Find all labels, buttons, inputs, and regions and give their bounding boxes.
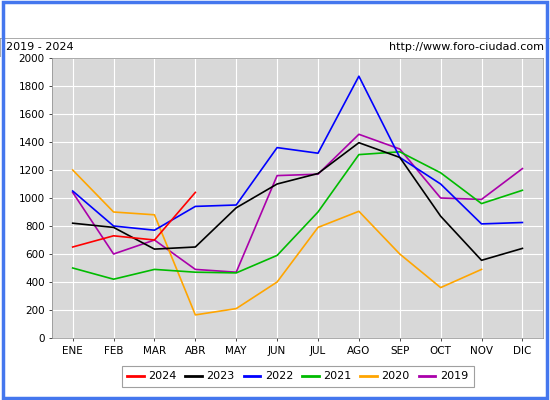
Text: Evolucion Nº Turistas Nacionales en el municipio de Sant Vicenç de Montalt: Evolucion Nº Turistas Nacionales en el m… xyxy=(39,12,512,26)
Text: 2019 - 2024: 2019 - 2024 xyxy=(6,42,73,52)
Text: http://www.foro-ciudad.com: http://www.foro-ciudad.com xyxy=(389,42,544,52)
Legend: 2024, 2023, 2022, 2021, 2020, 2019: 2024, 2023, 2022, 2021, 2020, 2019 xyxy=(122,366,474,387)
